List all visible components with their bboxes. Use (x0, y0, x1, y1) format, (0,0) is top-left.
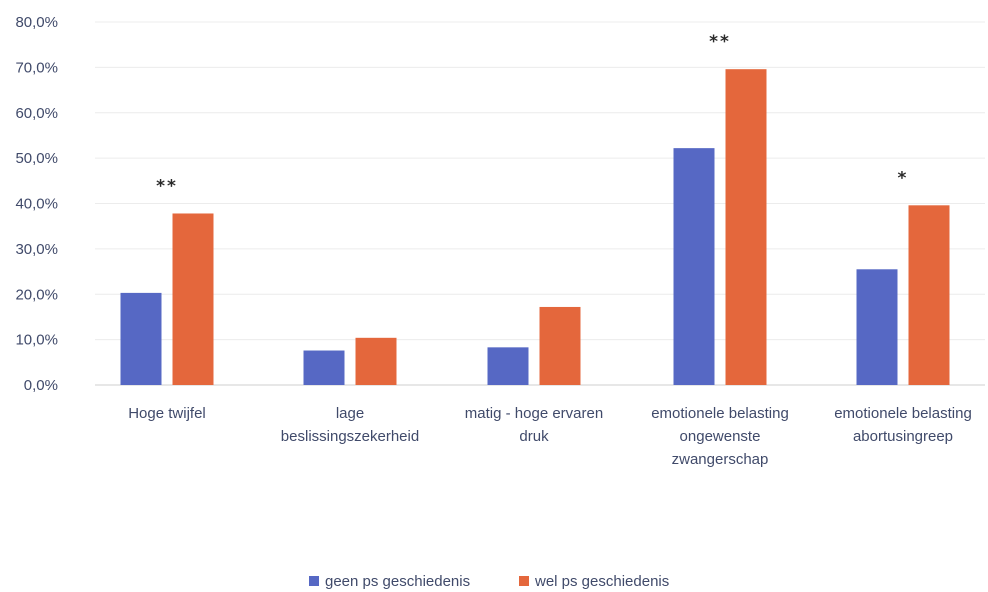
category-label: matig - hoge ervaren (465, 405, 603, 422)
bar (120, 292, 162, 385)
y-tick-label: 40,0% (15, 196, 58, 213)
y-tick-label: 50,0% (15, 150, 58, 167)
y-tick-label: 80,0% (15, 14, 58, 31)
significance-annotations: ***** (156, 32, 909, 196)
legend-swatch (519, 576, 529, 586)
bar (487, 347, 529, 385)
category-label: emotionele belasting (651, 405, 789, 422)
bar (856, 269, 898, 385)
gridlines (95, 21, 985, 341)
category-label: Hoge twijfel (128, 405, 206, 422)
y-axis-ticks: 0,0% 10,0% 20,0% 30,0% 40,0% 50,0% 60,0% 70,0% 8… (15, 14, 58, 394)
y-tick-label: 60,0% (15, 105, 58, 122)
y-tick-label: 70,0% (15, 59, 58, 76)
bar (172, 213, 214, 385)
bar (539, 306, 581, 385)
bar (725, 69, 767, 385)
y-tick-label: 20,0% (15, 286, 58, 303)
category-label: abortusingreep (853, 428, 953, 445)
legend: geen ps geschiedenis wel ps geschiedenis (309, 573, 669, 590)
bars (120, 69, 950, 385)
category-label: lage (336, 405, 364, 422)
category-label: ongewenste (680, 428, 761, 445)
bar (303, 350, 345, 385)
y-tick-label: 0,0% (24, 377, 58, 394)
category-label: emotionele belasting (834, 405, 972, 422)
legend-label: wel ps geschiedenis (534, 573, 669, 590)
bar (355, 337, 397, 385)
legend-label: geen ps geschiedenis (325, 573, 470, 590)
significance-marker: * (898, 168, 909, 188)
y-tick-label: 10,0% (15, 332, 58, 349)
category-label: beslissingszekerheid (281, 428, 419, 445)
y-tick-label: 30,0% (15, 241, 58, 258)
category-labels: Hoge twijfel lage beslissingszekerheid mati… (128, 405, 972, 468)
legend-swatch (309, 576, 319, 586)
category-label: zwangerschap (672, 451, 769, 468)
significance-marker: ** (709, 32, 731, 52)
bar (908, 205, 950, 385)
bar (673, 148, 715, 385)
significance-marker: ** (156, 176, 178, 196)
category-label: druk (519, 428, 549, 445)
